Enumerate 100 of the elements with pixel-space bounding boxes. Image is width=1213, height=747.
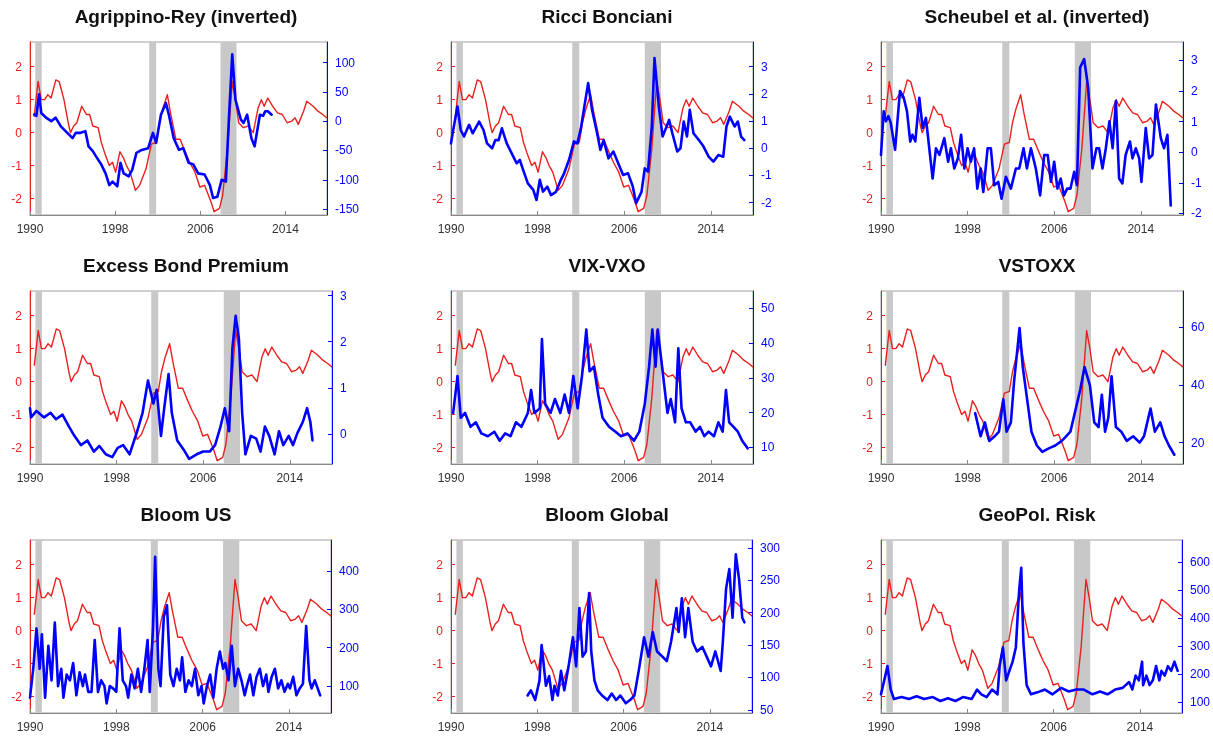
y-tick-label: 1 <box>15 590 23 605</box>
y-tick-label: 1 <box>436 590 444 605</box>
chart-title: GeoPol. Risk <box>978 504 1097 525</box>
y-tick-label: -2 <box>11 191 23 206</box>
y2-tick-label: 50 <box>334 84 349 99</box>
y2-tick-label: 0 <box>340 427 347 442</box>
x-tick-label: 1990 <box>867 222 895 236</box>
y-tick-label: -1 <box>11 656 23 671</box>
x-tick-label: 2006 <box>189 471 217 485</box>
y-tick-label: -2 <box>11 440 23 455</box>
y2-tick-label: 400 <box>1189 611 1211 626</box>
line-series <box>28 555 322 705</box>
y2-tick-label: 400 <box>338 563 360 578</box>
x-tick-label: 2014 <box>1127 471 1155 485</box>
y-tick-label: 2 <box>866 59 874 74</box>
y2-tick-label: 100 <box>338 679 360 694</box>
x-tick-label: 1990 <box>437 471 465 485</box>
x-tick-label: 2014 <box>276 471 304 485</box>
y2-tick-label: 500 <box>1189 583 1211 598</box>
x-tick-label: 2014 <box>1126 720 1154 734</box>
chart-title: VSTOXX <box>998 255 1076 276</box>
chart-title: Scheubel et al. (inverted) <box>924 6 1150 27</box>
y-tick-label: 2 <box>436 59 444 74</box>
y2-tick-label: 300 <box>1189 639 1211 654</box>
y2-tick-label: 3 <box>761 59 768 74</box>
x-tick-label: 2006 <box>186 222 214 236</box>
y-tick-label: -2 <box>432 191 444 206</box>
line-series <box>884 328 1184 462</box>
x-tick-label: 1990 <box>867 720 895 734</box>
y2-tick-label: 200 <box>1189 666 1211 681</box>
y2-tick-label: 200 <box>759 605 781 620</box>
line-series <box>973 326 1176 457</box>
x-tick-label: 1998 <box>523 720 551 734</box>
x-tick-label: 1990 <box>16 222 44 236</box>
x-tick-label: 1998 <box>102 720 130 734</box>
y2-tick-label: 10 <box>761 440 775 455</box>
y2-tick-label: -2 <box>761 195 772 210</box>
line-series <box>449 56 746 205</box>
y-tick-label: -1 <box>432 407 444 422</box>
y-tick-label: 1 <box>436 92 444 107</box>
y2-tick-label: 20 <box>761 405 775 420</box>
y2-tick-label: 300 <box>338 602 360 617</box>
y-tick-label: 2 <box>436 557 444 572</box>
y2-tick-label: 2 <box>340 334 347 349</box>
x-tick-label: 1998 <box>103 471 131 485</box>
y2-tick-label: 3 <box>1191 53 1198 68</box>
line-series <box>879 566 1179 703</box>
y2-tick-label: 60 <box>1191 320 1205 335</box>
y-tick-label: -1 <box>11 407 23 422</box>
x-tick-label: 1998 <box>101 222 129 236</box>
y-tick-label: -2 <box>862 689 874 704</box>
y2-tick-label: 200 <box>338 640 360 655</box>
y2-tick-label: 50 <box>759 702 774 717</box>
chart-title: Bloom Global <box>545 504 669 525</box>
y2-tick-label: 150 <box>759 637 781 652</box>
y2-tick-label: -2 <box>1191 206 1202 221</box>
y-tick-label: 0 <box>436 623 444 638</box>
chart-title: Ricci Bonciani <box>541 6 673 27</box>
y2-tick-label: 40 <box>761 336 775 351</box>
x-tick-label: 1990 <box>16 720 44 734</box>
y-tick-label: -2 <box>862 191 874 206</box>
x-tick-label: 2014 <box>272 222 300 236</box>
x-tick-label: 2006 <box>610 720 638 734</box>
x-tick-label: 2014 <box>696 720 724 734</box>
x-tick-label: 2014 <box>697 222 725 236</box>
y2-tick-label: 300 <box>759 540 781 555</box>
y2-tick-label: 30 <box>761 370 775 385</box>
x-tick-label: 2006 <box>610 471 638 485</box>
x-tick-label: 1998 <box>953 720 981 734</box>
y-tick-label: -1 <box>862 158 874 173</box>
x-tick-label: 2006 <box>1040 471 1068 485</box>
y-tick-label: 0 <box>15 125 23 140</box>
y2-tick-label: -1 <box>1191 175 1202 190</box>
y-tick-label: 1 <box>436 341 444 356</box>
y2-tick-label: -1 <box>761 168 772 183</box>
x-tick-label: 2014 <box>697 471 725 485</box>
y-tick-label: 0 <box>15 623 23 638</box>
y-tick-label: -1 <box>11 158 23 173</box>
y-tick-label: 1 <box>15 92 23 107</box>
chart-title: VIX-VXO <box>568 255 646 276</box>
y2-tick-label: 1 <box>761 114 768 129</box>
x-tick-label: 1998 <box>524 222 552 236</box>
y2-tick-label: -150 <box>334 202 360 217</box>
y-tick-label: -2 <box>862 440 874 455</box>
x-tick-label: 2006 <box>189 720 217 734</box>
y2-tick-label: 50 <box>761 301 775 316</box>
y-tick-label: 0 <box>866 374 874 389</box>
line-series <box>28 314 314 461</box>
x-tick-label: 1990 <box>437 222 465 236</box>
y-tick-label: 2 <box>436 308 444 323</box>
y-tick-label: -1 <box>862 407 874 422</box>
x-tick-label: 2014 <box>1127 222 1155 236</box>
y2-tick-label: 2 <box>761 86 768 101</box>
line-series <box>33 577 332 711</box>
y2-tick-label: 250 <box>759 573 781 588</box>
line-series <box>884 79 1184 213</box>
y-tick-label: 2 <box>15 557 23 572</box>
y-tick-label: 0 <box>436 374 444 389</box>
chart-title: Excess Bond Premium <box>83 255 289 276</box>
line-series <box>884 577 1183 711</box>
